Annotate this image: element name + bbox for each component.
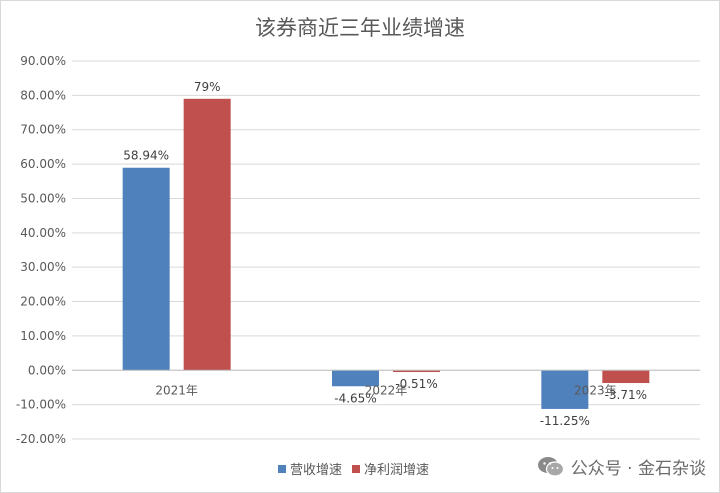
legend: 营收增速 净利润增速 — [278, 459, 429, 478]
y-tick-label: 20.00% — [20, 295, 66, 309]
bar — [332, 370, 379, 387]
data-label: 58.94% — [123, 149, 169, 163]
chart-title: 该券商近三年业绩增速 — [255, 16, 465, 40]
y-tick-label: -10.00% — [16, 398, 66, 412]
data-label: -3.71% — [605, 388, 647, 402]
y-tick-label: 50.00% — [20, 191, 66, 205]
legend-label-revenue: 营收增速 — [290, 463, 343, 478]
y-tick-label: 0.00% — [28, 363, 66, 377]
data-label: -4.65% — [334, 391, 376, 405]
legend-label-profit: 净利润增速 — [364, 463, 430, 478]
y-tick-label: 10.00% — [20, 329, 66, 343]
y-tick-label: 40.00% — [20, 226, 66, 240]
legend-swatch-profit — [352, 464, 361, 473]
legend-item-profit: 净利润增速 — [352, 459, 429, 478]
watermark: 公众号 · 金石杂谈 — [537, 454, 706, 479]
watermark-text: 公众号 · 金石杂谈 — [570, 459, 706, 479]
bar — [122, 167, 170, 371]
data-label: -11.25% — [540, 414, 590, 428]
legend-item-revenue: 营收增速 — [278, 459, 342, 478]
data-label: -0.51% — [395, 377, 437, 391]
bar — [541, 370, 589, 409]
y-tick-label: 60.00% — [20, 157, 66, 171]
x-category-label: 2023年 — [574, 383, 617, 397]
y-tick-label: 90.00% — [20, 54, 66, 68]
y-tick-label: -20.00% — [16, 432, 66, 446]
bar — [183, 98, 231, 371]
x-category-label: 2022年 — [365, 383, 408, 397]
legend-swatch-revenue — [278, 464, 286, 473]
bar — [602, 370, 650, 384]
y-tick-label: 80.00% — [20, 88, 66, 102]
bar — [393, 370, 440, 373]
wechat-icon — [537, 456, 565, 478]
y-tick-label: 70.00% — [20, 123, 66, 137]
y-tick-label: 30.00% — [20, 260, 66, 274]
x-category-label: 2021年 — [155, 383, 198, 397]
data-label: 79% — [194, 80, 221, 94]
